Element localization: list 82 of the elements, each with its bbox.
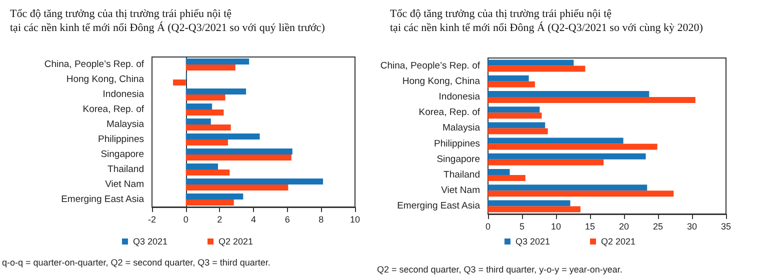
bar [186, 178, 324, 184]
bar [186, 134, 260, 140]
bar [186, 140, 228, 146]
bar [488, 97, 696, 103]
x-tick-label: 20 [618, 222, 630, 232]
bar [488, 128, 548, 134]
bar [186, 88, 246, 94]
bar [172, 80, 186, 86]
bar [186, 118, 211, 124]
y-tick-label: Malaysia [106, 119, 145, 130]
y-tick-label: Singapore [100, 149, 144, 160]
x-tick-label: 15 [584, 222, 596, 232]
bar [488, 153, 646, 160]
y-tick-label: Korea, Rep. of [418, 107, 480, 118]
bar [488, 60, 574, 66]
bar [488, 122, 546, 128]
bar [186, 104, 212, 110]
y-tick-label: Hong Kong, China [66, 74, 145, 85]
y-tick-label: Thailand [444, 170, 480, 180]
x-tick-label: 0 [485, 222, 491, 232]
bar [488, 184, 648, 191]
text: q-o-q = quarter-on-quarter, Q2 = second quarter, Q3 = third quarter. [2, 258, 270, 268]
y-tick-label: Philippines [98, 134, 144, 145]
bar [488, 91, 650, 97]
x-tick-label: 0 [183, 214, 188, 224]
bar [186, 58, 250, 64]
x-tick-label: 6 [284, 214, 290, 224]
y-tick-label: Malaysia [442, 122, 481, 134]
x-tick-label: 5 [519, 222, 525, 232]
bar [186, 200, 234, 206]
y-tick-label: Korea, Rep. of [82, 104, 144, 115]
bar [488, 169, 510, 175]
text: Q2 = second quarter, Q3 = third quarter, y-o-y = year-on-year. [377, 264, 622, 274]
bar [488, 159, 604, 166]
bar [186, 94, 226, 100]
y-tick-label: China, People’s Rep. of [380, 60, 480, 72]
x-tick-label: 2 [217, 214, 222, 224]
bar [488, 206, 580, 212]
x-tick-label: 4 [250, 214, 256, 224]
legend-label: Q2 2021 [601, 236, 636, 246]
bar [186, 110, 224, 116]
bar [488, 66, 586, 72]
legend-label: Q2 2021 [218, 236, 254, 246]
y-tick-label: Indonesia [438, 92, 481, 102]
x-tick-label: 35 [720, 222, 732, 232]
bar [186, 194, 244, 200]
y-tick-label: Singapore [436, 154, 480, 165]
x-tick-label: 8 [318, 214, 324, 224]
bar [488, 175, 526, 181]
y-tick-label: Viet Nam [441, 185, 480, 196]
bar [488, 138, 624, 144]
bar [186, 154, 292, 160]
bar [488, 200, 570, 206]
y-tick-label: Hong Kong, China [402, 76, 481, 87]
x-tick-label: 10 [350, 214, 360, 224]
y-tick-label: China, People’s Rep. of [44, 59, 144, 70]
legend-label: Q3 2021 [132, 236, 168, 246]
bar [488, 190, 674, 197]
y-tick-label: Viet Nam [105, 179, 144, 190]
y-tick-label: Emerging East Asia [397, 200, 481, 212]
x-tick-label: 10 [550, 222, 562, 232]
y-tick-label: Emerging East Asia [61, 194, 145, 205]
y-tick-label: Indonesia [102, 89, 145, 100]
bar [488, 106, 540, 113]
chart-title: Tốc độ tăng trưởng của thị trường trái phiếu nội tệ tại các nền kinh tế mới nổi Đông Á (Q2-Q3/2021 so với cùng kỳ 2020) [390, 8, 704, 34]
bar [488, 112, 542, 119]
bar [488, 81, 535, 88]
bar [488, 144, 658, 150]
bar [186, 170, 230, 176]
x-tick-label: 30 [686, 222, 698, 232]
bar [186, 184, 288, 190]
bar [186, 64, 236, 70]
bar [186, 164, 218, 170]
x-tick-label: 25 [652, 222, 664, 232]
y-tick-label: Philippines [434, 138, 480, 150]
bar [186, 124, 231, 130]
x-tick-label: -2 [148, 214, 156, 224]
bar [488, 75, 529, 82]
chart-title: Tốc độ tăng trưởng của thị trường trái phiếu nội tệ tại các nền kinh tế mới nổi Đông Á (Q2-Q3/2021 so với quý liền trước) [10, 8, 326, 34]
y-tick-label: Thailand [108, 164, 144, 175]
legend-label: Q3 2021 [515, 236, 550, 246]
bar [186, 148, 292, 154]
